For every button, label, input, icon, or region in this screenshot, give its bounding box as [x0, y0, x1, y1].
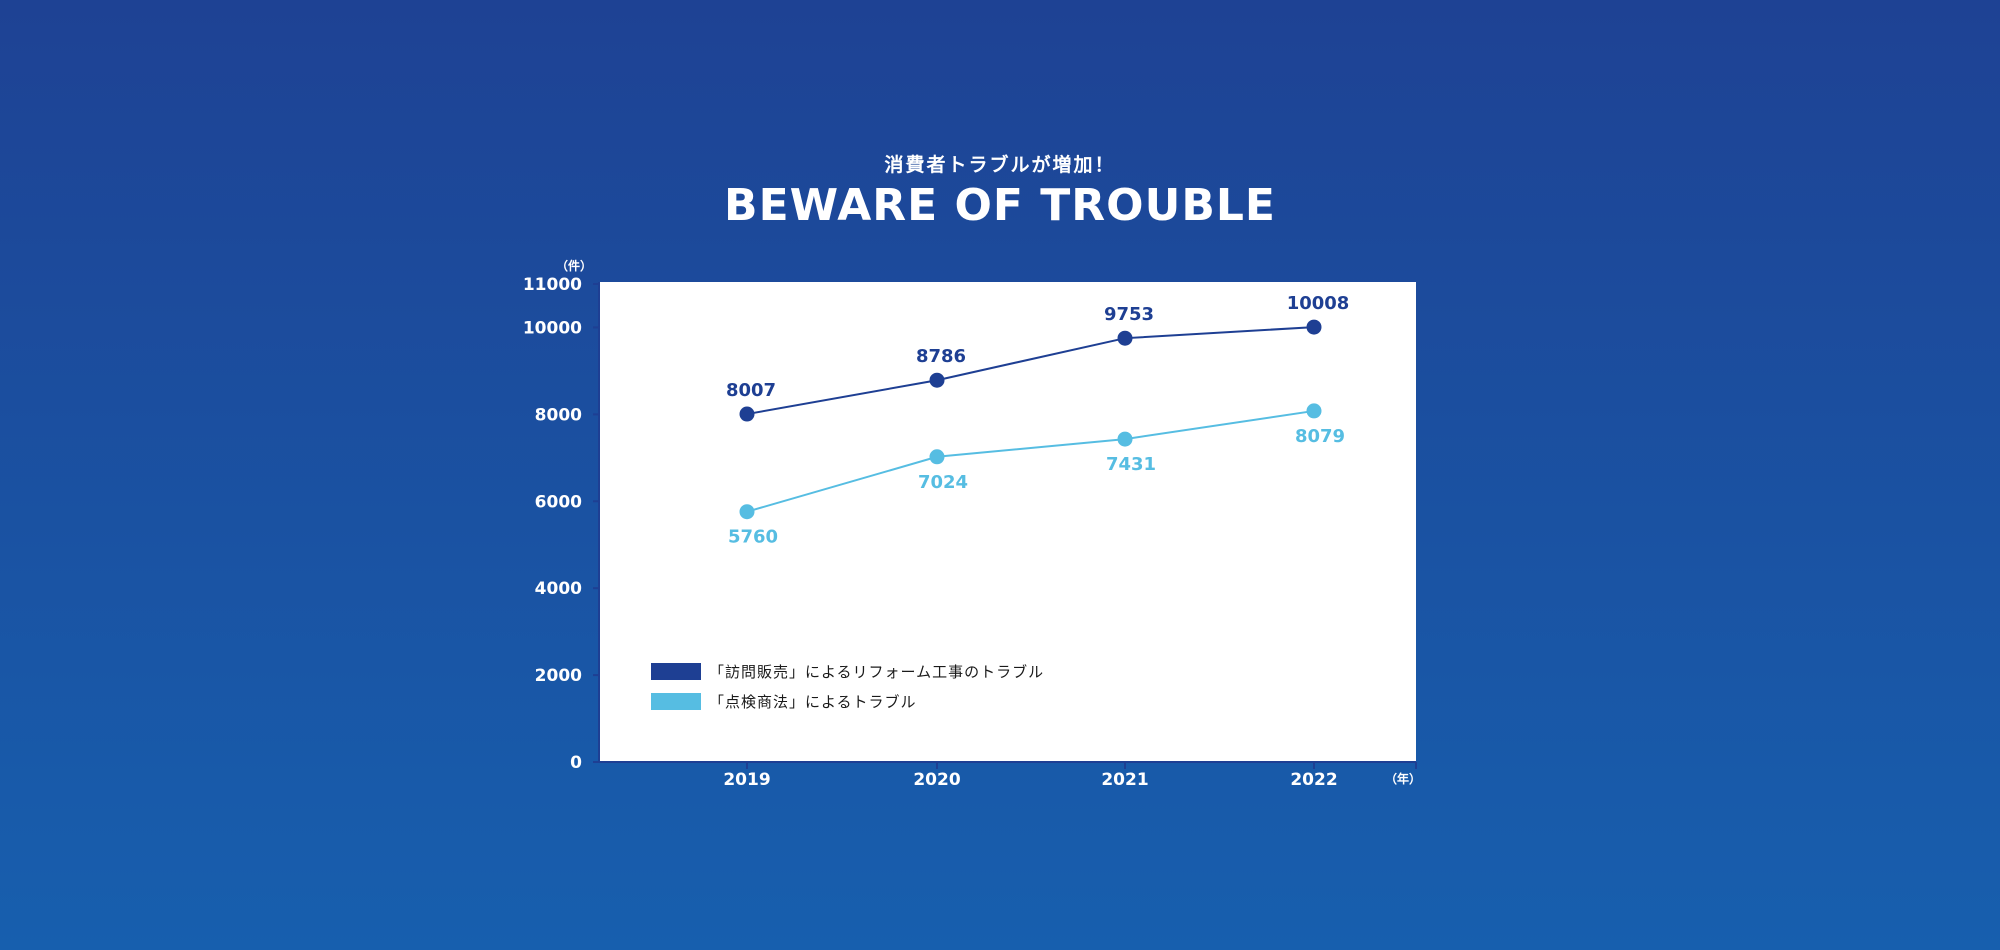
data-label: 8079 [1295, 426, 1345, 447]
data-label: 8786 [916, 346, 966, 367]
legend-swatch-2 [651, 693, 701, 710]
y-tick-label: 2000 [535, 666, 582, 686]
y-tick-label: 8000 [535, 405, 582, 425]
y-tick-label: 6000 [535, 492, 582, 512]
y-tick-label: 10000 [523, 318, 582, 338]
y-tick-label: 0 [570, 753, 582, 773]
chart-subtitle: 消費者トラブルが増加！ [884, 154, 1116, 176]
x-axis-unit: （年） [1385, 771, 1421, 786]
data-point [1117, 330, 1133, 346]
data-point [739, 406, 755, 422]
data-label: 5760 [728, 527, 778, 548]
data-point [1306, 403, 1322, 419]
y-tick-label: 4000 [535, 579, 582, 599]
data-point [739, 504, 755, 520]
series-line-2 [746, 409, 1315, 513]
x-tick-label: 2021 [1101, 770, 1148, 790]
data-point [1306, 319, 1322, 335]
data-label: 10008 [1287, 293, 1350, 314]
legend-label-2: 「点検商法」によるトラブル [709, 693, 917, 711]
data-label: 7431 [1106, 454, 1156, 475]
x-tick-label: 2022 [1290, 770, 1337, 790]
data-label: 8007 [726, 380, 776, 401]
y-tick-label: 11000 [523, 275, 582, 295]
legend-swatch-1 [651, 663, 701, 680]
data-point [1117, 431, 1133, 447]
x-tick-label: 2020 [913, 770, 960, 790]
legend-label-1: 「訪問販売」によるリフォーム工事のトラブル [709, 663, 1044, 681]
chart-title: BEWARE OF TROUBLE [724, 180, 1276, 231]
y-axis-unit: （件） [556, 258, 592, 273]
series-line-1 [746, 326, 1315, 416]
data-label: 7024 [918, 472, 968, 493]
data-point [929, 449, 945, 465]
data-label: 9753 [1104, 304, 1154, 325]
x-tick-label: 2019 [723, 770, 770, 790]
data-point [929, 372, 945, 388]
plot-area [599, 282, 1416, 762]
